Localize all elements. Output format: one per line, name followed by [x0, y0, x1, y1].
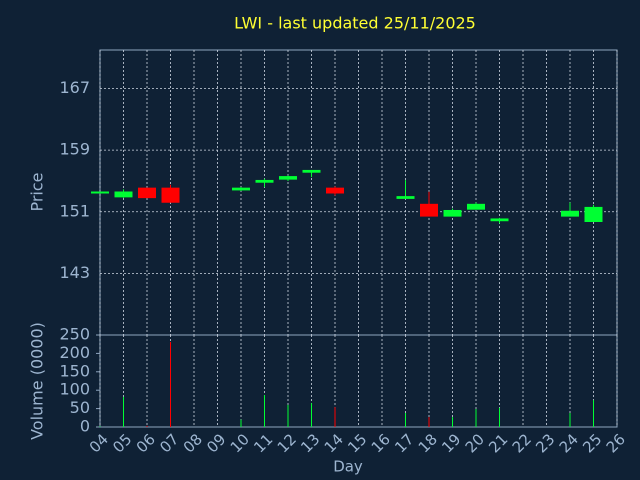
y-tick-label: 150: [59, 361, 90, 380]
candle-body: [420, 203, 438, 217]
candle-body: [138, 187, 156, 199]
candle-body: [584, 206, 603, 222]
y-tick-label: 50: [70, 398, 90, 417]
y-tick-label: 250: [59, 325, 90, 344]
candle-body: [326, 187, 344, 194]
y-tick-label: 143: [59, 263, 90, 282]
candle-body: [490, 218, 509, 222]
y-tick-label: 200: [59, 343, 90, 362]
candle-body: [161, 187, 180, 203]
candle-body: [561, 210, 579, 217]
candle-body: [443, 209, 462, 217]
y-tick-label: 0: [80, 417, 90, 436]
candle-body: [232, 187, 250, 191]
candle-body: [467, 203, 485, 210]
x-axis-label: Day: [333, 458, 363, 476]
candle-body: [114, 191, 133, 198]
y-tick-label: 151: [59, 201, 90, 220]
candle-body: [396, 196, 415, 199]
candle-body: [279, 176, 297, 180]
y-tick-label: 100: [59, 380, 90, 399]
y-tick-label: 167: [59, 78, 90, 97]
y-axis-label: Volume (0000): [28, 322, 47, 440]
candle-body: [302, 169, 321, 173]
chart-title: LWI - last updated 25/11/2025: [234, 14, 476, 33]
candle-body: [91, 191, 109, 194]
y-tick-label: 159: [59, 140, 90, 159]
y-axis-label: Price: [28, 172, 47, 211]
candle-body: [255, 179, 274, 183]
